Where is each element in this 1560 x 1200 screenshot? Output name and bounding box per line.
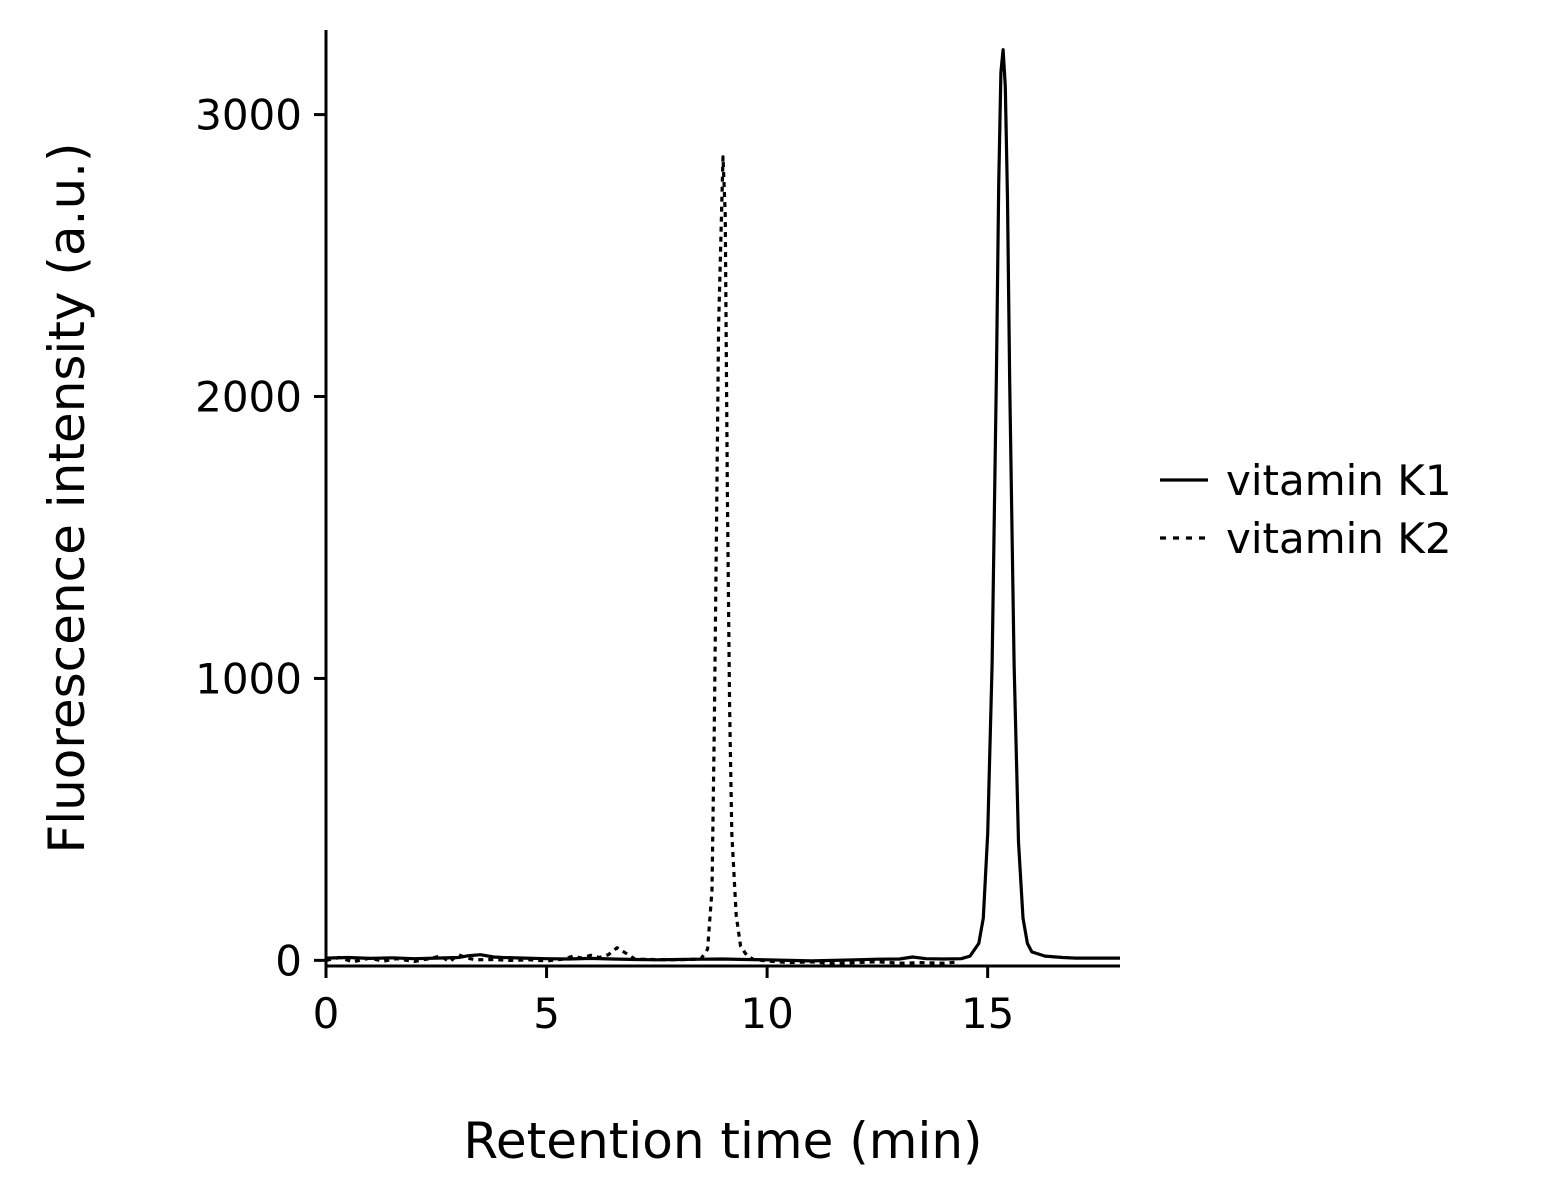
series-line-1 <box>325 48 1120 963</box>
y-axis-title: Fluorescence intensity (a.u.) <box>38 142 96 853</box>
y-tick-label: 3000 <box>195 91 302 140</box>
plot-area <box>325 48 1120 966</box>
y-tick-label: 1000 <box>195 654 302 703</box>
x-axis-title: Retention time (min) <box>463 1112 982 1170</box>
legend: vitamin K1 vitamin K2 <box>1160 456 1452 563</box>
x-tick-label: 5 <box>533 989 560 1038</box>
y-tick-label: 0 <box>275 936 302 985</box>
y-tick-label: 2000 <box>195 373 302 422</box>
y-axis-ticks: 0 1000 2000 3000 <box>195 91 326 985</box>
legend-label-1: vitamin K1 <box>1226 456 1452 505</box>
legend-label-2: vitamin K2 <box>1226 514 1452 563</box>
x-axis-ticks: 0 5 10 15 <box>313 966 1014 1038</box>
x-tick-label: 10 <box>740 989 793 1038</box>
x-tick-label: 0 <box>313 989 340 1038</box>
x-tick-label: 15 <box>961 989 1014 1038</box>
series-line-2 <box>325 155 957 966</box>
